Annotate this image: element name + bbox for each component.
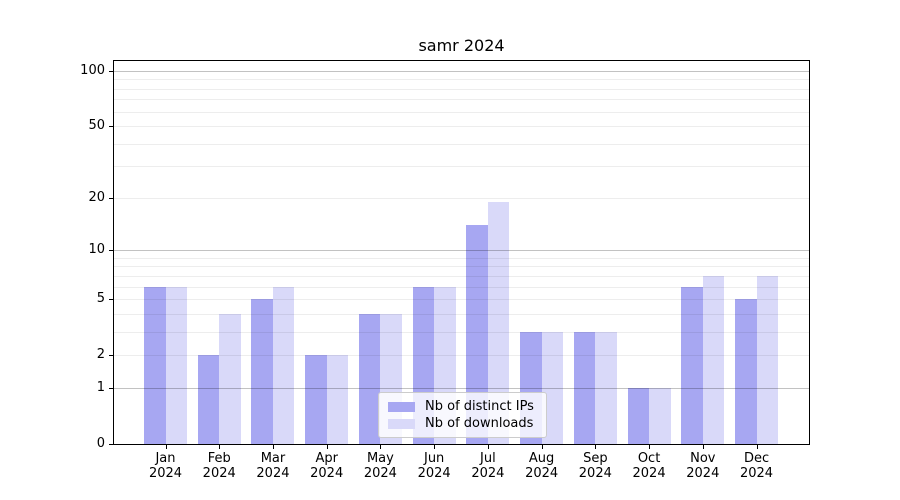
bar-nb-of-distinct-ips-jan [144,286,166,444]
bar-nb-of-downloads-nov [702,275,725,444]
legend: Nb of distinct IPs Nb of downloads [378,392,547,438]
legend-swatch-downloads [388,418,415,429]
gridline-minor-9 [114,257,809,259]
gridline-minor-8 [114,266,809,268]
bar-nb-of-downloads-mar [272,286,295,444]
x-tick-label-jul: Jul 2024 [471,451,505,481]
gridline-minor-50 [114,126,809,128]
bar-nb-of-distinct-ips-may [358,313,381,444]
y-tick-50 [109,126,113,127]
bar-nb-of-downloads-sep [595,331,617,444]
y-tick-10 [109,250,113,251]
gridline-minor-70 [114,99,809,101]
x-tick-nov [702,445,704,449]
bar-nb-of-downloads-dec [756,275,779,444]
x-tick-label-aug: Aug 2024 [525,451,559,481]
bar-nb-of-distinct-ips-mar [251,299,273,444]
x-tick-sep [595,445,597,449]
x-tick-oct [649,445,651,449]
bar-nb-of-downloads-oct [649,387,671,444]
x-tick-label-mar: Mar 2024 [256,451,290,481]
y-tick-label-0: 0 [96,436,105,451]
gridline-minor-80 [114,88,809,90]
y-tick-2 [109,355,113,356]
x-tick-label-dec: Dec 2024 [739,451,774,481]
x-tick-jan [165,445,167,449]
bar-nb-of-downloads-apr [326,355,349,444]
y-tick-label-2: 2 [96,347,105,363]
bar-nb-of-downloads-jan [165,286,187,444]
bar-nb-of-distinct-ips-jul [466,225,488,444]
bar-nb-of-distinct-ips-sep [573,331,596,444]
x-tick-jun [434,445,436,449]
x-tick-label-apr: Apr 2024 [310,451,344,481]
legend-label-downloads: Nb of downloads [425,416,534,431]
x-tick-label-feb: Feb 2024 [202,451,236,481]
y-tick-label-10: 10 [88,242,105,258]
y-tick-1 [109,388,113,389]
x-tick-label-jan: Jan 2024 [148,451,183,481]
legend-item-distinct-ips: Nb of distinct IPs [388,398,537,415]
y-tick-0 [109,444,113,445]
bar-nb-of-distinct-ips-oct [627,387,650,444]
x-tick-apr [326,445,328,449]
bar-nb-of-downloads-feb [219,313,241,444]
y-tick-label-50: 50 [88,118,105,134]
bar-nb-of-distinct-ips-feb [197,355,220,444]
x-tick-dec [756,445,758,449]
x-tick-feb [219,445,221,449]
bar-nb-of-distinct-ips-apr [305,355,327,444]
gridline-minor-2 [114,355,809,357]
x-tick-mar [272,445,274,449]
chart-title: samr 2024 [418,36,505,55]
x-tick-label-jun: Jun 2024 [417,451,451,481]
gridline-major-10 [114,250,809,252]
gridline-minor-60 [114,111,809,113]
gridline-major-100 [114,70,809,72]
bar-nb-of-downloads-jul [487,201,510,444]
gridline-major-1 [114,387,809,389]
gridline-minor-90 [114,79,809,81]
x-tick-aug [541,445,543,449]
y-tick-100 [109,71,113,72]
legend-item-downloads: Nb of downloads [388,415,537,432]
gridline-minor-20 [114,197,809,199]
x-tick-label-sep: Sep 2024 [578,451,612,481]
y-tick-label-100: 100 [80,62,105,78]
legend-swatch-distinct-ips [388,401,415,412]
gridline-minor-40 [114,143,809,145]
legend-label-distinct-ips: Nb of distinct IPs [425,399,534,414]
x-tick-label-may: May 2024 [363,451,397,481]
gridline-minor-5 [114,299,809,301]
y-tick-label-20: 20 [88,189,105,205]
plot-area [113,60,810,445]
y-tick-label-5: 5 [96,291,105,307]
y-tick-label-1: 1 [96,379,105,395]
x-tick-label-nov: Nov 2024 [686,451,720,481]
bar-nb-of-distinct-ips-dec [735,299,757,444]
x-tick-may [380,445,382,449]
y-tick-5 [109,299,113,300]
gridline-minor-7 [114,275,809,277]
y-tick-20 [109,198,113,199]
gridline-minor-4 [114,313,809,315]
gridline-minor-30 [114,166,809,168]
bar-nb-of-distinct-ips-nov [681,286,703,444]
x-tick-jul [487,445,489,449]
gridline-minor-3 [114,331,809,333]
x-tick-label-oct: Oct 2024 [632,451,666,481]
gridline-minor-6 [114,286,809,288]
